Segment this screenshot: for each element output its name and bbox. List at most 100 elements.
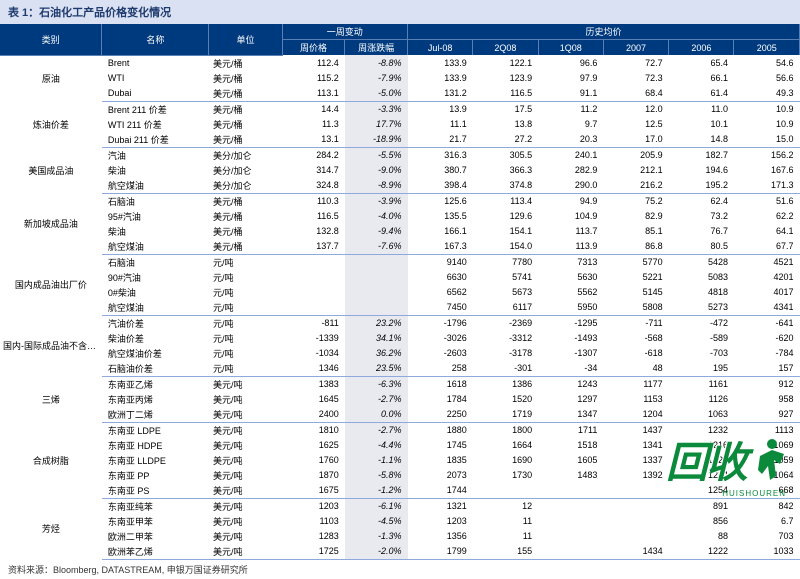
hist-cell: 116.5 [473,86,538,102]
hist-cell: 21.7 [408,132,473,148]
hist-cell: 290.0 [538,178,603,194]
hist-cell: 12.5 [603,117,668,132]
name-cell: WTI [102,71,209,86]
hist-cell: 65.4 [669,55,734,71]
change-cell [345,270,408,285]
name-cell: 95#汽油 [102,209,209,224]
hist-cell: -34 [538,361,603,377]
hist-cell: 398.4 [408,178,473,194]
th-hist-group: 历史均价 [408,24,800,40]
hist-cell: 891 [669,498,734,514]
hist-cell: 88 [669,529,734,544]
table-row: 新加坡成品油石脑油美元/桶110.3-3.9%125.6113.494.975.… [0,193,800,209]
name-cell: 东南亚 PS [102,483,209,499]
watermark-text: 回收 [666,429,746,490]
hist-cell: 258 [408,361,473,377]
hist-cell: 154.1 [473,224,538,239]
table-row: WTI美元/桶115.2-7.9%133.9123.997.972.366.15… [0,71,800,86]
unit-cell: 美元/桶 [209,71,282,86]
unit-cell: 美元/吨 [209,483,282,499]
hist-cell: 856 [669,514,734,529]
name-cell: 欧洲丁二烯 [102,407,209,423]
hist-cell: 113.7 [538,224,603,239]
name-cell: 航空煤油 [102,178,209,194]
hist-cell: 135.5 [408,209,473,224]
hist-cell: -301 [473,361,538,377]
price-cell: 11.3 [282,117,345,132]
category-cell: 国内成品油出厂价 [0,254,102,315]
hist-cell: 4818 [669,285,734,300]
table-row: 石脑油价差元/吨134623.5%258-301-3448195157 [0,361,800,377]
hist-cell: 1243 [538,376,603,392]
unit-cell: 美元/桶 [209,101,282,117]
hist-cell: 1297 [538,392,603,407]
hist-cell: 4521 [734,254,800,270]
hist-cell: 1835 [408,453,473,468]
hist-cell: 10.9 [734,117,800,132]
hist-cell: 1719 [473,407,538,423]
hist-cell: 11.1 [408,117,473,132]
watermark-url: HUISHOUREN [722,489,786,498]
hist-cell: 155 [473,544,538,560]
price-cell: 284.2 [282,147,345,163]
hist-cell: 96.6 [538,55,603,71]
unit-cell: 美元/桶 [209,224,282,239]
th-h4: 2006 [669,40,734,56]
hist-cell: 216.2 [603,178,668,194]
hist-cell: 154.0 [473,239,538,255]
hist-cell: 82.9 [603,209,668,224]
table-row: 三烯东南亚乙烯美元/吨1383-6.3%16181386124311771161… [0,376,800,392]
name-cell: 欧洲苯乙烯 [102,544,209,560]
hist-cell: 5221 [603,270,668,285]
unit-cell: 美元/吨 [209,422,282,438]
hist-cell [538,544,603,560]
hist-cell: 123.9 [473,71,538,86]
th-week-change: 周涨跌幅 [345,40,408,56]
hist-cell: 51.6 [734,193,800,209]
change-cell [345,254,408,270]
hist-cell: 1063 [669,407,734,423]
hist-cell: 212.1 [603,163,668,178]
hist-cell: 67.7 [734,239,800,255]
hist-cell: 7450 [408,300,473,316]
unit-cell: 美元/吨 [209,407,282,423]
hist-cell: 205.9 [603,147,668,163]
price-cell: 1810 [282,422,345,438]
hist-cell: 66.1 [669,71,734,86]
price-cell: 115.2 [282,71,345,86]
unit-cell: 美元/桶 [209,132,282,148]
hist-cell: 5673 [473,285,538,300]
price-cell: 1383 [282,376,345,392]
name-cell: 航空煤油 [102,239,209,255]
hist-cell: 316.3 [408,147,473,163]
hist-cell: 167.3 [408,239,473,255]
unit-cell: 美分/加仑 [209,163,282,178]
hist-cell: 20.3 [538,132,603,148]
hist-cell: 94.9 [538,193,603,209]
change-cell [345,300,408,316]
name-cell: 柴油 [102,163,209,178]
price-cell: -1034 [282,346,345,361]
hist-cell: 5083 [669,270,734,285]
change-cell: -1.2% [345,483,408,499]
hist-cell: 366.3 [473,163,538,178]
source-note: 资料来源：Bloomberg, DATASTREAM, 申银万国证券研究所 [0,560,800,579]
table-row: 东南亚甲苯美元/吨1103-4.5%1203118566.7 [0,514,800,529]
hist-cell: 1337 [603,453,668,468]
hist-cell: 1437 [603,422,668,438]
hist-cell: 282.9 [538,163,603,178]
hist-cell: 2250 [408,407,473,423]
hist-cell: -472 [669,315,734,331]
unit-cell: 美元/吨 [209,392,282,407]
hist-cell: 240.1 [538,147,603,163]
hist-cell: 171.3 [734,178,800,194]
price-cell: 1870 [282,468,345,483]
change-cell: -1.1% [345,453,408,468]
hist-cell: 166.1 [408,224,473,239]
hist-cell: 11.0 [669,101,734,117]
hist-cell: -1295 [538,315,603,331]
unit-cell: 美元/桶 [209,209,282,224]
hist-cell: -1796 [408,315,473,331]
hist-cell: 912 [734,376,800,392]
hist-cell: 194.6 [669,163,734,178]
